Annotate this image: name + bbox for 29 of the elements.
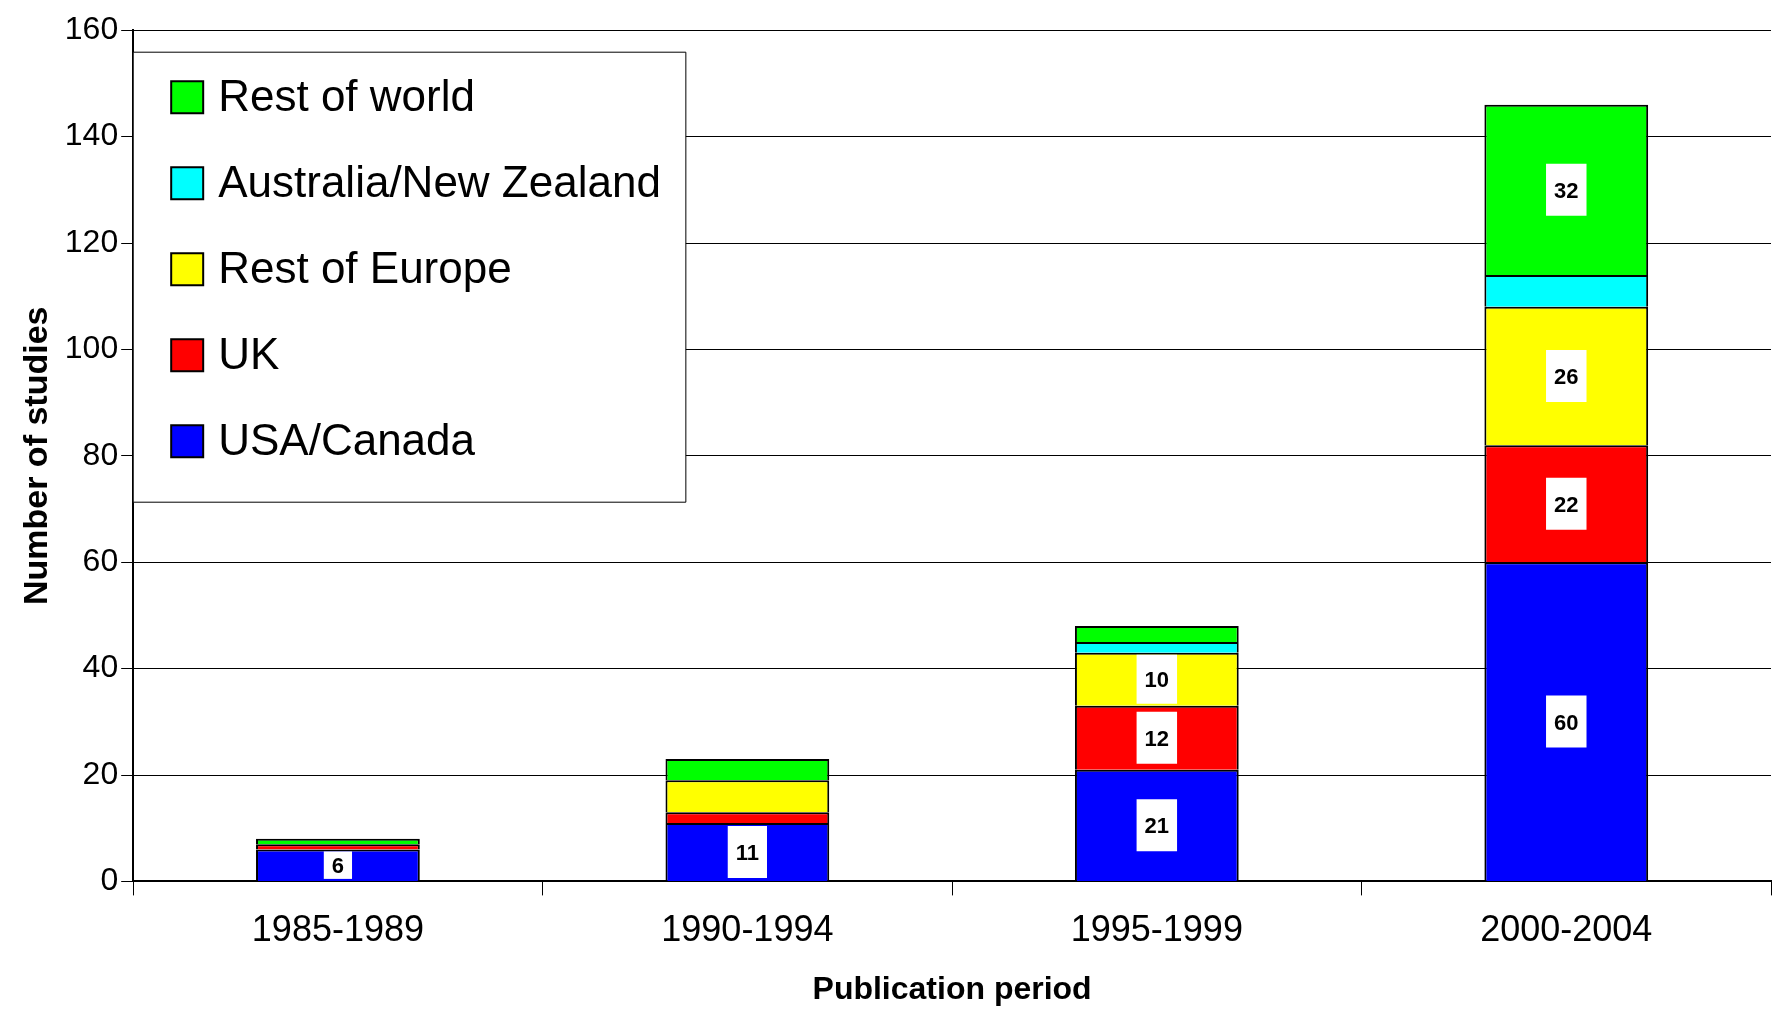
y-tick-label: 80 bbox=[82, 435, 119, 472]
y-tick-label: 0 bbox=[100, 861, 119, 898]
x-axis-title: Publication period bbox=[812, 969, 1092, 1006]
x-tick-label: 1990-1994 bbox=[661, 907, 834, 949]
data-label: 10 bbox=[1144, 667, 1170, 693]
y-tick-label: 100 bbox=[64, 329, 119, 366]
data-label: 12 bbox=[1144, 725, 1170, 751]
data-label: 60 bbox=[1554, 709, 1579, 735]
data-label: 32 bbox=[1554, 177, 1579, 203]
legend-label: Rest of Europe bbox=[218, 243, 512, 293]
x-tick-label: 2000-2004 bbox=[1480, 907, 1653, 949]
y-axis-title: Number of studies bbox=[15, 306, 54, 606]
data-label: 21 bbox=[1144, 813, 1170, 839]
legend-label: Rest of world bbox=[218, 71, 475, 121]
data-label: 22 bbox=[1554, 491, 1579, 517]
x-tick-label: 1985-1989 bbox=[251, 907, 424, 949]
x-tick-label: 1995-1999 bbox=[1070, 907, 1243, 949]
legend-label: UK bbox=[218, 329, 280, 379]
data-label: 26 bbox=[1554, 364, 1579, 390]
y-tick-label: 60 bbox=[82, 542, 119, 579]
data-label: 11 bbox=[735, 839, 759, 865]
y-tick-label: 160 bbox=[64, 10, 119, 47]
legend-label: USA/Canada bbox=[218, 415, 476, 465]
y-tick-label: 20 bbox=[82, 754, 119, 791]
legend-label: Australia/New Zealand bbox=[218, 157, 661, 207]
y-tick-label: 140 bbox=[64, 116, 119, 153]
y-tick-label: 120 bbox=[64, 222, 119, 259]
y-tick-label: 40 bbox=[82, 648, 119, 685]
data-label: 6 bbox=[331, 853, 345, 879]
